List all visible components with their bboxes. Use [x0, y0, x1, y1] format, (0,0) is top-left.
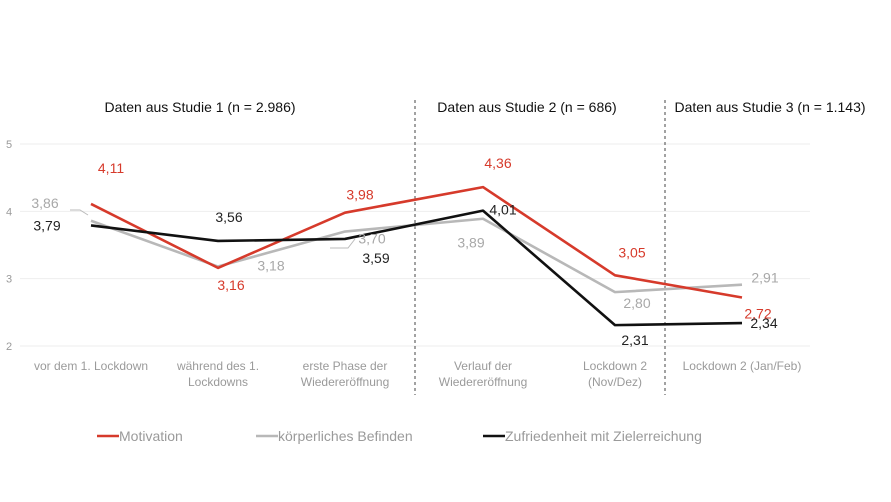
x-tick-label: erste Phase der	[303, 359, 388, 373]
x-tick-label: Lockdown 2	[583, 359, 647, 373]
data-label: 2,34	[750, 315, 777, 331]
x-tick-label: während des 1.	[176, 359, 259, 373]
data-label: 3,79	[33, 217, 60, 233]
data-label: 3,05	[618, 244, 645, 260]
series-lines	[90, 185, 743, 327]
x-tick-label: Wiedereröffnung	[301, 375, 390, 389]
x-tick-label: Wiedereröffnung	[439, 375, 528, 389]
data-label: 2,31	[621, 332, 648, 348]
x-tick-label: vor dem 1. Lockdown	[34, 359, 148, 373]
study-dividers	[414, 100, 666, 395]
series-line-2	[90, 209, 743, 327]
data-label: 4,01	[489, 202, 516, 218]
study-label: Daten aus Studie 1 (n = 2.986)	[104, 99, 295, 115]
data-label: 3,18	[257, 258, 284, 274]
series-line-0	[90, 185, 743, 299]
x-tick-label: (Nov/Dez)	[588, 375, 642, 389]
data-label: 3,16	[217, 277, 244, 293]
x-tick-label: Lockdown 2 (Jan/Feb)	[683, 359, 802, 373]
data-label: 3,86	[31, 195, 58, 211]
legend-label: Motivation	[119, 428, 183, 444]
data-label: 2,72	[744, 306, 771, 322]
study-label: Daten aus Studie 3 (n = 1.143)	[674, 99, 865, 115]
data-label: 3,70	[358, 231, 385, 247]
data-label: 2,91	[751, 270, 778, 286]
study-label: Daten aus Studie 2 (n = 686)	[437, 99, 616, 115]
legend: Motivation körperliches Befinden Zufrieden…	[97, 428, 702, 444]
y-tick-label: 5	[6, 139, 12, 151]
legend-label: Zufriedenheit mit Zielerreichung	[505, 428, 702, 444]
data-label: 3,89	[457, 235, 484, 251]
data-label: 3,59	[362, 250, 389, 266]
y-axis-ticks: 5 4 3 2	[6, 139, 12, 353]
legend-label: körperliches Befinden	[278, 428, 413, 444]
leader-line	[70, 209, 89, 216]
data-labels: 4,11 3,16 3,98 4,36 3,05 2,72 3,86 3,18 3,70 3,89…	[31, 155, 778, 348]
y-tick-label: 2	[6, 341, 12, 353]
x-tick-label: Lockdowns	[188, 375, 248, 389]
y-tick-label: 4	[6, 206, 12, 218]
y-tick-label: 3	[6, 274, 12, 286]
x-axis-ticks: vor dem 1. Lockdown während des 1. Lockdow…	[34, 359, 801, 389]
data-label: 3,56	[215, 209, 242, 225]
data-label: 4,36	[484, 155, 511, 171]
data-label: 3,98	[346, 187, 373, 203]
leader-line	[330, 238, 356, 249]
x-tick-label: Verlauf der	[454, 359, 512, 373]
data-label: 4,11	[98, 160, 124, 176]
data-label: 2,80	[623, 295, 650, 311]
study-labels: Daten aus Studie 1 (n = 2.986) Daten aus …	[104, 99, 865, 115]
